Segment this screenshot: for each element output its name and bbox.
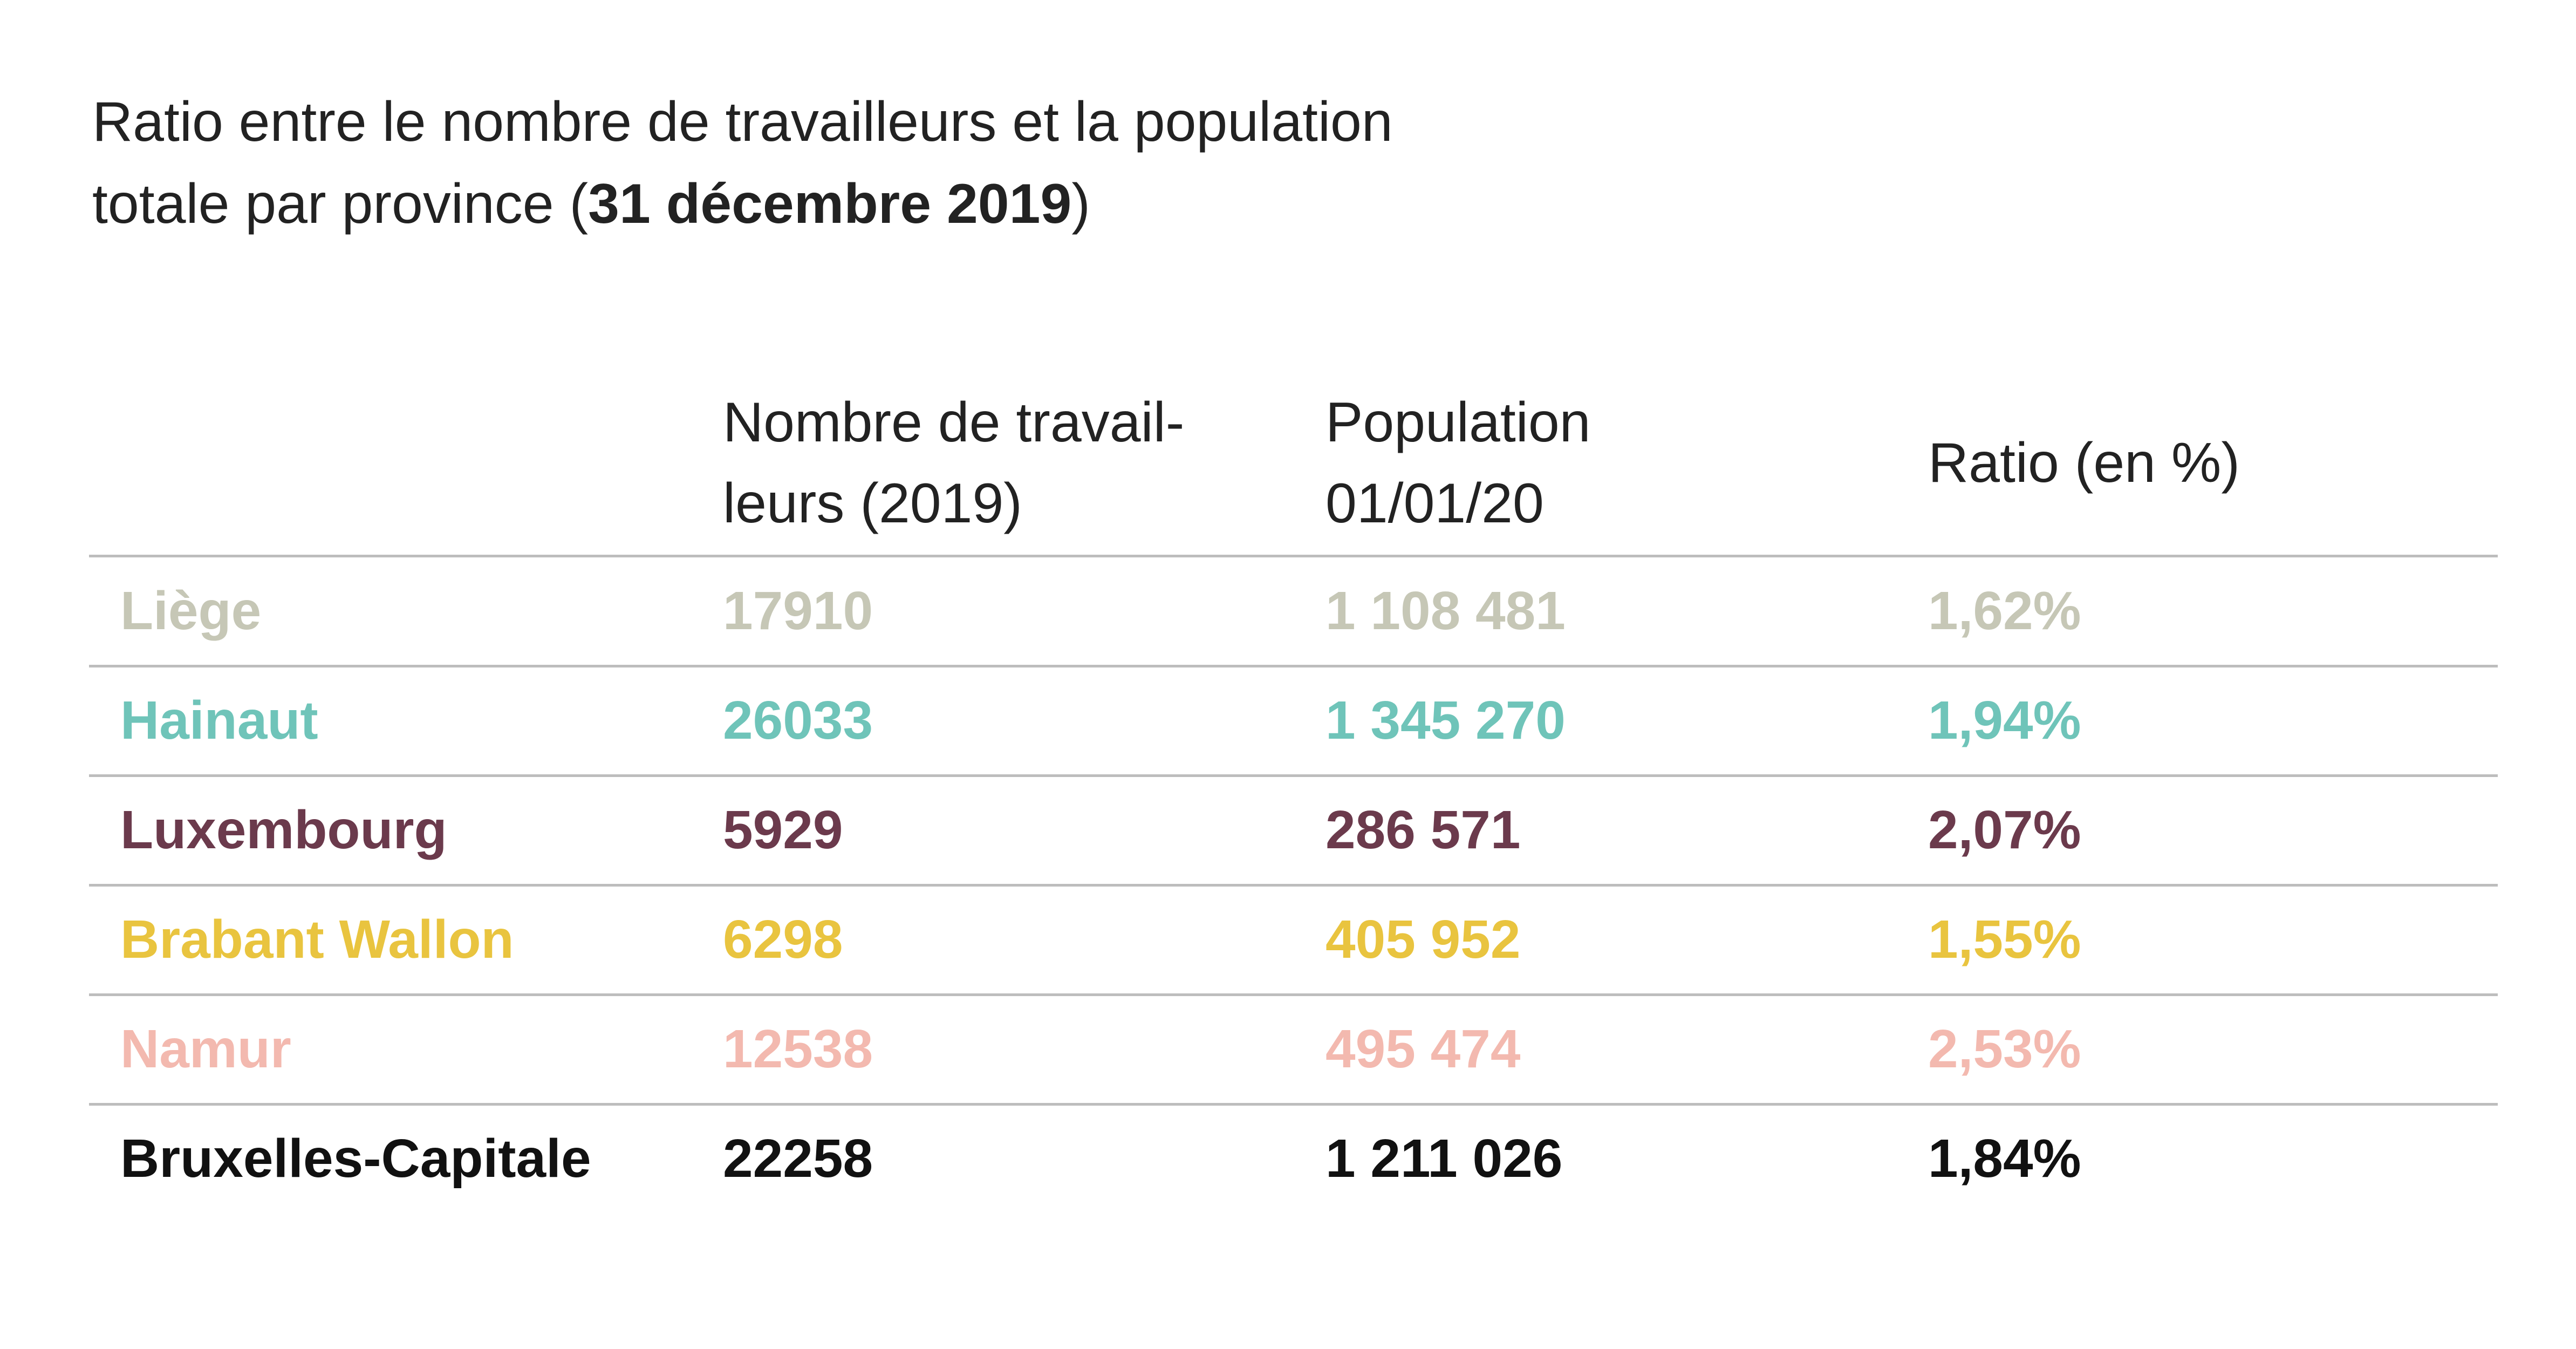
column-header-line: Nombre de travail- [723,391,1185,454]
column-header: Ratio (en %) [1928,423,2240,503]
title-date: 31 décembre 2019 [588,173,1072,235]
cell-value: 2,53% [1928,1019,2081,1079]
column-header-line: 01/01/20 [1325,472,1544,535]
column-header-line: Ratio (en %) [1928,432,2240,494]
row-rule [89,1103,2498,1106]
cell-value: 12538 [723,1019,873,1079]
title-line: totale par province ( [92,173,589,235]
cell-value: 1,94% [1928,690,2081,751]
title-close: ) [1071,173,1090,235]
row-rule [89,665,2498,667]
cell-value: 495 474 [1325,1019,1521,1079]
row-label: Bruxelles-Capitale [120,1128,591,1189]
header-rule [89,555,2498,557]
row-rule [89,774,2498,777]
row-rule [89,884,2498,887]
column-header: Population 01/01/20 [1325,382,1591,544]
cell-value: 6298 [723,909,843,970]
cell-value: 1,62% [1928,581,2081,641]
cell-value: 5929 [723,800,843,860]
title: Ratio entre le nombre de travailleurs et… [92,81,1393,245]
row-label: Liège [120,581,262,641]
cell-value: 1,55% [1928,909,2081,970]
cell-value: 1 345 270 [1325,690,1566,751]
cell-value: 26033 [723,690,873,751]
row-label: Brabant Wallon [120,909,514,970]
cell-value: 1,84% [1928,1128,2081,1189]
title-line: Ratio entre le nombre de travailleurs et… [92,91,1393,153]
column-header-line: leurs (2019) [723,472,1022,535]
row-label: Namur [120,1019,291,1079]
column-header-line: Population [1325,391,1591,454]
row-label: Luxembourg [120,800,447,860]
cell-value: 286 571 [1325,800,1521,860]
row-rule [89,993,2498,996]
column-header: Nombre de travail-leurs (2019) [723,382,1184,544]
cell-value: 17910 [723,581,873,641]
cell-value: 1 108 481 [1325,581,1566,641]
cell-value: 22258 [723,1128,873,1189]
row-label: Hainaut [120,690,318,751]
cell-value: 2,07% [1928,800,2081,860]
cell-value: 405 952 [1325,909,1521,970]
cell-value: 1 211 026 [1325,1128,1563,1189]
